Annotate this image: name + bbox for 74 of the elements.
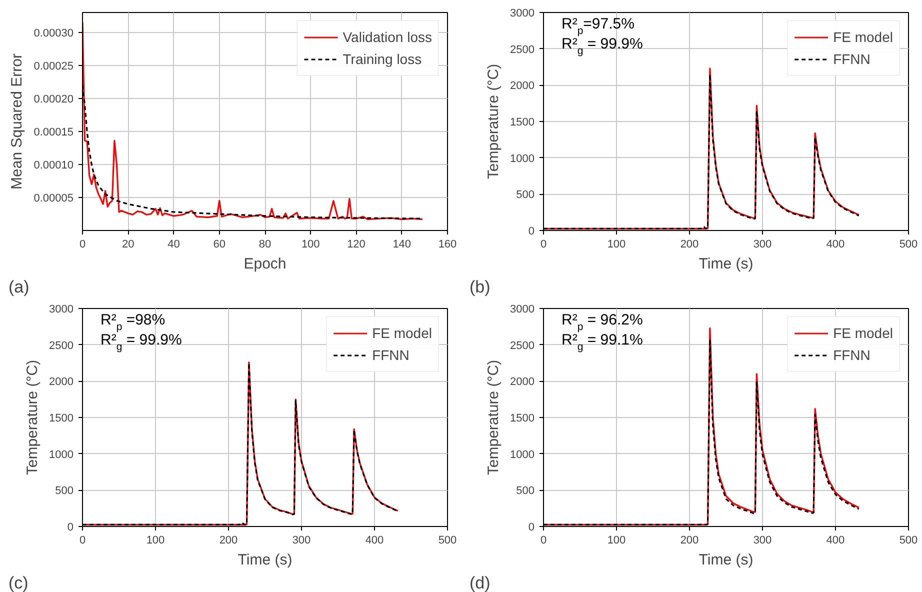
y-tick-label: 0.00030 <box>34 27 74 40</box>
x-tick-label: 160 <box>438 238 457 250</box>
text: (b) <box>470 278 490 296</box>
y-tick-label: 3000 <box>510 304 535 316</box>
x-tick-label: 0 <box>79 238 86 250</box>
y-tick-label: 2000 <box>49 376 74 388</box>
x-tick-label: 200 <box>219 534 238 546</box>
x-axis-title: Time (s) <box>698 256 754 272</box>
y-tick-label: 1000 <box>49 448 74 461</box>
y-tick-label: 0 <box>528 522 535 534</box>
y-tick-label: 0.00025 <box>34 60 74 72</box>
x-tick-label: 0 <box>540 534 547 546</box>
y-tick-label: 2500 <box>49 340 74 352</box>
y-tick-label: 3000 <box>49 304 74 316</box>
x-tick-label: 100 <box>146 534 165 546</box>
legend-label: Training loss <box>342 51 422 67</box>
y-tick-label: 2500 <box>510 340 535 352</box>
x-tick-label: 60 <box>213 238 226 250</box>
text: (c) <box>8 574 28 592</box>
y-tick-label: 3000 <box>510 8 535 20</box>
x-tick-label: 100 <box>607 534 626 546</box>
x-tick-label: 300 <box>292 534 311 546</box>
legend-label: FFNN <box>372 347 410 363</box>
x-tick-label: 120 <box>347 238 366 250</box>
x-tick-label: 20 <box>122 238 134 250</box>
x-tick-label: 400 <box>365 534 384 546</box>
y-tick-label: 1500 <box>49 412 74 424</box>
y-tick-label: 1500 <box>510 116 535 128</box>
y-tick-label: 0.00015 <box>34 126 74 138</box>
text: (d) <box>470 574 490 592</box>
legend-label: FFNN <box>833 347 870 363</box>
y-axis-title: Temperature (°C) <box>485 360 502 476</box>
y-tick-label: 1000 <box>510 448 535 461</box>
text: (a) <box>8 278 30 296</box>
x-tick-label: 500 <box>899 534 918 546</box>
x-tick-label: 500 <box>899 238 918 250</box>
x-tick-label: 140 <box>392 238 412 250</box>
x-tick-label: 300 <box>753 238 772 250</box>
legend-label: Validation loss <box>342 29 432 45</box>
legend-label: FE model <box>372 325 432 341</box>
x-tick-label: 400 <box>826 238 845 250</box>
x-tick-label: 300 <box>753 534 772 546</box>
x-tick-label: 200 <box>680 238 699 250</box>
y-tick-label: 0.00005 <box>34 192 74 204</box>
y-tick-label: 0.00010 <box>34 159 74 172</box>
legend-label: FE model <box>833 325 893 341</box>
x-tick-label: 400 <box>826 534 845 546</box>
y-tick-label: 500 <box>55 485 74 498</box>
y-axis-title: Mean Squared Error <box>8 54 26 190</box>
x-tick-label: 40 <box>168 238 180 250</box>
y-tick-label: 0.00020 <box>34 93 74 106</box>
x-axis-title: Time (s) <box>238 552 292 568</box>
y-tick-label: 2000 <box>510 376 535 388</box>
x-tick-label: 0 <box>540 238 547 250</box>
x-tick-label: 200 <box>680 534 699 546</box>
y-tick-label: 0 <box>67 522 74 534</box>
y-axis-title: Temperature (°C) <box>24 360 42 476</box>
y-tick-label: 500 <box>516 189 535 202</box>
legend-label: FFNN <box>833 51 870 67</box>
y-tick-label: 2000 <box>510 80 535 92</box>
x-tick-label: 80 <box>258 238 272 250</box>
x-axis-title: Epoch <box>244 256 286 272</box>
y-tick-label: 2500 <box>510 44 535 56</box>
y-tick-label: 1500 <box>510 412 535 424</box>
x-tick-label: 100 <box>301 238 320 250</box>
legend-label: FE model <box>833 29 893 45</box>
x-tick-label: 0 <box>79 534 86 546</box>
x-tick-label: 100 <box>607 238 626 250</box>
y-tick-label: 1000 <box>510 152 535 165</box>
y-axis-title: Temperature (°C) <box>485 64 502 180</box>
y-tick-label: 0 <box>528 226 535 238</box>
x-axis-title: Time (s) <box>698 552 754 568</box>
y-tick-label: 500 <box>516 485 535 498</box>
x-tick-label: 500 <box>438 534 457 546</box>
